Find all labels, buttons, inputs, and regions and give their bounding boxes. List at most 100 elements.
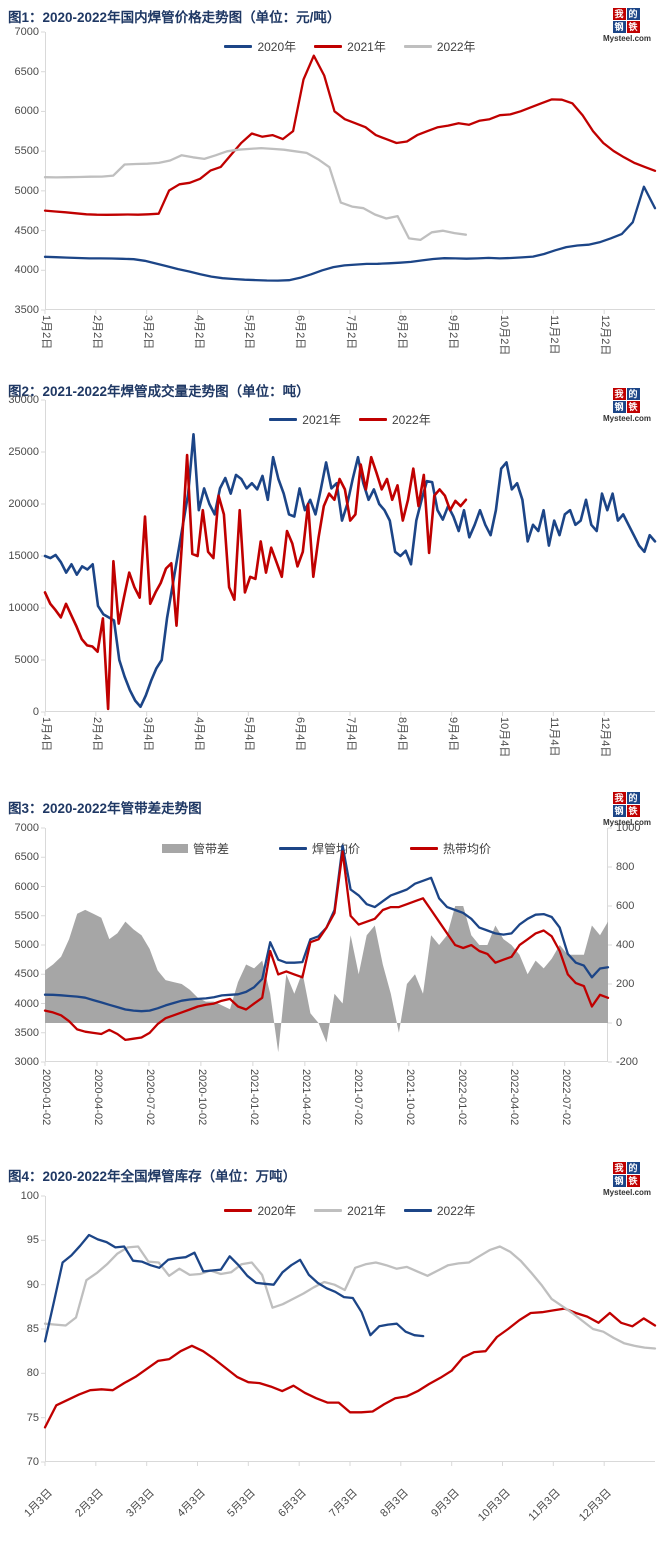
logo-char: 钢 — [612, 21, 626, 33]
x-axis-tick-label: 3月4日 — [141, 717, 154, 752]
chart-canvas — [41, 1195, 657, 1466]
x-axis-tick-label: 6月3日 — [276, 1486, 310, 1520]
y-axis-tick-label: 5500 — [14, 909, 39, 922]
chart-legend: 管带差 焊管均价 热带均价 — [45, 840, 608, 857]
y-axis-tick-label: 75 — [26, 1411, 39, 1424]
y-axis-tick-label: 6500 — [14, 851, 39, 864]
mysteel-logo: 我的钢铁 Mysteel.com — [603, 1162, 651, 1197]
logo-char: 铁 — [626, 1175, 640, 1187]
x-axis-tick-label: 12月2日 — [599, 315, 612, 356]
x-axis-tick-label: 9月4日 — [446, 717, 459, 752]
x-axis-tick-label: 2021-01-02 — [247, 1069, 260, 1126]
chart-4-inventory-trend: 图4：2020-2022年全国焊管库存（单位：万吨） 2020年 2021年 202… — [0, 1160, 661, 1559]
legend-line-swatch — [359, 418, 387, 421]
x-axis-tick-label: 5月3日 — [225, 1486, 259, 1520]
legend-item: 管带差 — [161, 840, 229, 857]
logo-char: 的 — [626, 1162, 640, 1174]
y-axis-tick-label: 7000 — [14, 822, 39, 834]
x-axis-tick-label: 4月2日 — [192, 315, 205, 350]
x-axis-tick-label: 2021-10-02 — [403, 1069, 416, 1126]
legend-item: 2021年 — [269, 411, 341, 428]
y-axis-tick-label: 80 — [26, 1367, 39, 1380]
x-axis-tick-label: 8月2日 — [395, 315, 408, 350]
x-axis-tick-label: 11月3日 — [526, 1486, 564, 1524]
logo-char: 钢 — [612, 401, 626, 413]
legend-line-swatch — [314, 45, 343, 48]
mysteel-logo: 我的钢铁 Mysteel.com — [603, 792, 652, 827]
legend-line-swatch — [314, 1209, 343, 1212]
legend-label: 2021年 — [302, 413, 341, 427]
logo-char: 铁 — [626, 401, 640, 413]
y-axis-right-tick-label: 1000 — [616, 822, 641, 834]
y-axis-tick-label: 5500 — [14, 145, 39, 158]
x-axis-tick-label: 6月2日 — [294, 315, 307, 350]
x-axis-tick-label: 2020-10-02 — [195, 1069, 208, 1126]
legend-label: 热带均价 — [443, 842, 492, 856]
y-axis-tick-label: 6000 — [14, 105, 39, 118]
legend-item: 2022年 — [359, 411, 431, 428]
chart-canvas — [41, 399, 657, 716]
y-axis-tick-label: 20000 — [8, 498, 39, 510]
chart-1-price-trend: 图1：2020-2022年国内焊管价格走势图（单位：元/吨） 2020年 2021… — [0, 0, 661, 378]
mysteel-logo-grid: 我的钢铁 — [603, 792, 649, 817]
x-axis-tick-label: 2022-04-02 — [507, 1069, 520, 1126]
y-axis-tick-label: 25000 — [8, 446, 39, 458]
x-axis-tick-label: 7月3日 — [327, 1486, 360, 1520]
series-line-2021年 — [43, 432, 657, 709]
y-axis-tick-label: 85 — [26, 1323, 39, 1335]
x-axis-tick-label: 11月2日 — [548, 315, 561, 355]
legend-label: 焊管均价 — [311, 842, 360, 856]
y-axis-tick-label: 95 — [26, 1234, 39, 1247]
y-axis-tick-label: 3500 — [14, 304, 39, 316]
logo-char: 我 — [612, 388, 626, 400]
y-axis-tick-label: 4000 — [14, 264, 39, 277]
x-axis-tick-label: 9月2日 — [446, 315, 459, 350]
x-axis-tick-label: 4月3日 — [174, 1486, 208, 1520]
y-axis-tick-label: 0 — [32, 706, 39, 718]
plot-area — [41, 827, 612, 1066]
mysteel-logo-grid: 我的钢铁 — [603, 1162, 649, 1187]
x-axis-tick-label: 2月3日 — [72, 1486, 106, 1520]
y-axis-tick-label: 3000 — [14, 1056, 39, 1068]
x-axis-tick-label: 2月2日 — [90, 315, 103, 350]
y-axis-tick-label: 70 — [26, 1456, 39, 1468]
series-area-管带差 — [45, 906, 608, 1053]
x-axis-tick-label: 4月4日 — [192, 717, 205, 752]
plot-area — [41, 399, 657, 716]
chart-legend: 2020年 2021年 2022年 — [45, 38, 655, 55]
y-axis-tick-label: 4500 — [14, 968, 39, 981]
y-axis-tick-label: 5000 — [14, 939, 39, 951]
logo-site-text: Mysteel.com — [603, 34, 652, 43]
logo-site-text: Mysteel.com — [603, 414, 652, 423]
y-axis-tick-label: 15000 — [8, 550, 39, 562]
logo-site-text: Mysteel.com — [603, 818, 652, 827]
y-axis-right-tick-label: 200 — [616, 978, 635, 990]
plot-area — [41, 1195, 657, 1466]
x-axis-tick-label: 11月4日 — [548, 717, 561, 757]
series-line-2022年 — [43, 453, 468, 711]
x-axis-tick-label: 3月3日 — [123, 1486, 157, 1520]
legend-line-swatch — [224, 45, 253, 48]
x-axis-tick-label: 9月3日 — [428, 1486, 462, 1520]
legend-label: 2020年 — [257, 1204, 297, 1218]
series-line-2021年 — [43, 1245, 657, 1350]
chart-title: 图2：2021-2022年焊管成交量走势图（单位：吨） — [8, 384, 310, 399]
plot-area — [41, 31, 657, 314]
chart-legend: 2020年 2021年 2022年 — [45, 1202, 655, 1219]
chart-legend: 2021年 2022年 — [45, 411, 655, 428]
logo-char: 钢 — [612, 805, 626, 817]
y-axis-tick-label: 100 — [20, 1190, 39, 1202]
y-axis-tick-label: 6500 — [14, 65, 39, 78]
legend-label: 管带差 — [192, 842, 229, 856]
logo-char: 我 — [612, 8, 626, 20]
legend-label: 2021年 — [347, 40, 386, 54]
x-axis-tick-label: 7月4日 — [345, 717, 357, 752]
mysteel-logo: 我的钢铁 Mysteel.com — [603, 388, 652, 423]
legend-item: 2021年 — [314, 38, 386, 55]
legend-label: 2021年 — [347, 1204, 386, 1218]
x-axis-tick-label: 6月4日 — [294, 717, 307, 752]
x-axis-tick-label: 2020-01-02 — [40, 1069, 52, 1126]
logo-char: 钢 — [612, 1175, 626, 1187]
legend-line-swatch — [278, 847, 307, 850]
